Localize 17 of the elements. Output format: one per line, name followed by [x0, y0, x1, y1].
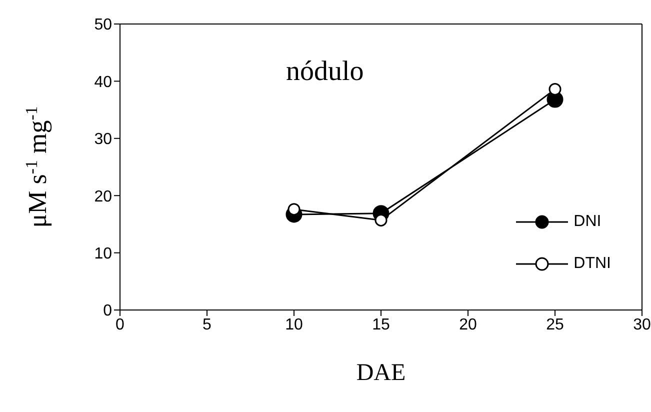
x-tick-label: 30: [633, 316, 651, 334]
x-tick-label: 20: [459, 316, 477, 334]
y-tick-label: 20: [94, 188, 112, 206]
x-tick-label: 0: [116, 316, 125, 334]
y-tick-label: 50: [94, 16, 112, 34]
x-tick-label: 10: [285, 316, 303, 334]
legend-label: DNI: [574, 213, 602, 231]
x-tick-label: 25: [546, 316, 564, 334]
x-tick-label: 5: [202, 316, 212, 334]
legend-label: DTNI: [574, 255, 611, 273]
y-tick-label: 0: [103, 302, 112, 320]
y-tick-label: 10: [94, 245, 112, 262]
annotation: nódulo: [286, 56, 364, 88]
y-tick-label: 30: [94, 131, 112, 148]
x-tick-label: 15: [372, 316, 390, 334]
x-axis-title: DAE: [356, 360, 406, 386]
y-tick-label: 40: [94, 74, 112, 91]
